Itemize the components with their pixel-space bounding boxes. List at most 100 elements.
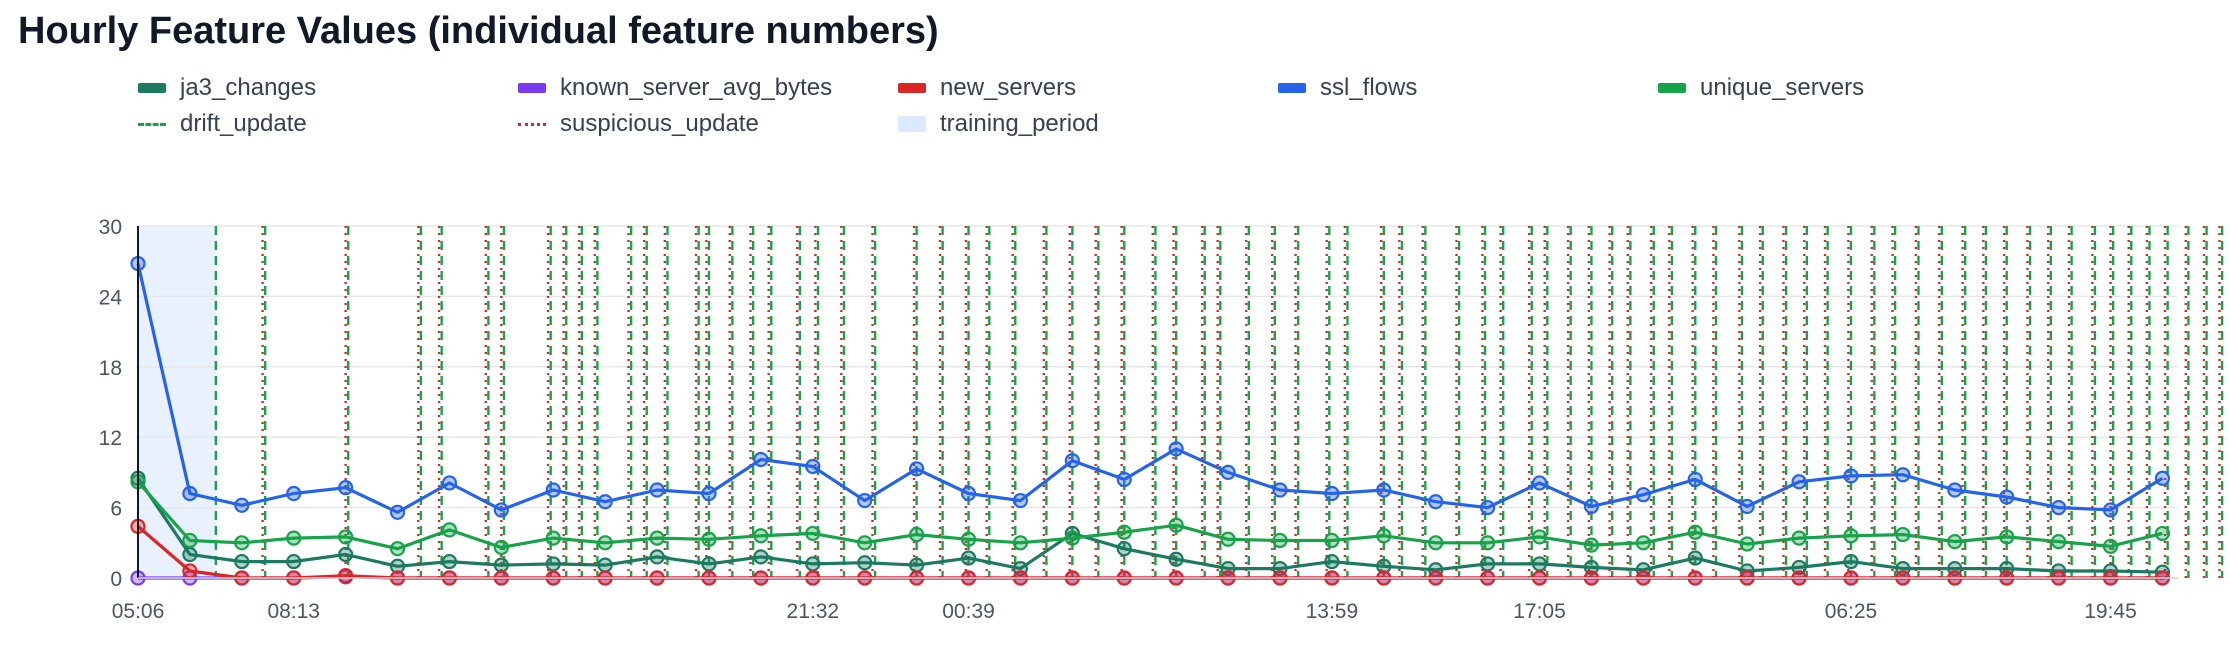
data-point-ssl_flows <box>1791 474 1807 490</box>
data-point-unique_servers <box>1168 517 1184 533</box>
data-point-ssl_flows <box>649 482 665 498</box>
legend-item-known-server-avg-bytes[interactable]: known_server_avg_bytes <box>518 74 832 102</box>
legend-item-ssl-flows[interactable]: ssl_flows <box>1278 74 1417 102</box>
x-tick-label: 19:45 <box>2084 600 2137 623</box>
x-tick-label: 13:59 <box>1306 600 1359 623</box>
data-point-ja3_changes <box>545 556 561 572</box>
series-line-unique_servers <box>136 480 2163 551</box>
data-point-unique_servers <box>1220 531 1236 547</box>
legend-label: drift_update <box>180 110 307 137</box>
y-tick-label: 6 <box>110 498 122 521</box>
data-point-unique_servers <box>338 529 354 545</box>
data-point-new_servers <box>338 568 354 584</box>
data-point-unique_servers <box>1739 536 1755 552</box>
data-point-ssl_flows <box>805 458 821 475</box>
data-point-ssl_flows <box>545 482 561 498</box>
data-point-ssl_flows <box>1272 482 1288 498</box>
data-point-unique_servers <box>597 535 613 551</box>
x-tick-label: 17:05 <box>1513 600 1566 623</box>
data-point-ja3_changes <box>805 556 821 572</box>
data-point-unique_servers <box>1012 535 1029 551</box>
data-point-unique_servers <box>234 535 250 551</box>
data-point-ssl_flows <box>1531 475 1548 491</box>
legend-label: training_period <box>940 110 1099 137</box>
data-point-ssl_flows <box>338 480 354 496</box>
x-tick-label: 21:32 <box>787 600 840 623</box>
legend-label: unique_servers <box>1700 74 1865 101</box>
data-point-unique_servers <box>1999 529 2015 545</box>
data-point-unique_servers <box>1428 535 1444 551</box>
data-point-ssl_flows <box>2154 470 2171 486</box>
data-point-ssl_flows <box>1999 489 2015 505</box>
data-point-ja3_changes <box>441 553 458 570</box>
x-tick-label: 05:06 <box>112 600 165 623</box>
data-point-ssl_flows <box>2051 500 2067 516</box>
data-point-ssl_flows <box>1324 485 1340 502</box>
data-point-ssl_flows <box>857 492 873 509</box>
data-point-unique_servers <box>1064 530 1080 546</box>
legend-item-new-servers[interactable]: new_servers <box>898 74 1076 102</box>
data-point-ssl_flows <box>1168 441 1184 457</box>
data-point-ja3_changes <box>182 546 198 563</box>
data-point-unique_servers <box>182 532 198 549</box>
y-tick-label: 12 <box>99 427 122 450</box>
data-point-ssl_flows <box>1116 471 1132 488</box>
data-point-ssl_flows <box>1635 487 1651 503</box>
data-point-unique_servers <box>1272 532 1288 549</box>
data-point-ja3_changes <box>389 558 406 574</box>
data-point-ja3_changes <box>1324 553 1340 570</box>
data-point-unique_servers <box>1324 532 1340 549</box>
x-tick-label: 08:13 <box>267 600 320 623</box>
legend-label: new_servers <box>940 74 1077 101</box>
data-point-ja3_changes <box>1791 559 1807 576</box>
legend-label: known_server_avg_bytes <box>560 74 833 101</box>
data-point-new_servers <box>182 563 198 579</box>
data-point-unique_servers <box>701 531 717 547</box>
chart-title: Hourly Feature Values (individual featur… <box>18 10 939 52</box>
data-point-ssl_flows <box>441 475 458 491</box>
data-point-unique_servers <box>1687 524 1703 540</box>
data-point-ssl_flows <box>1376 482 1392 498</box>
legend-swatch <box>1278 83 1306 93</box>
legend-label: suspicious_update <box>560 110 759 137</box>
data-point-ja3_changes <box>234 553 250 570</box>
data-point-unique_servers <box>1947 534 1963 550</box>
data-point-unique_servers <box>2051 534 2067 550</box>
data-point-ja3_changes <box>857 555 873 571</box>
legend-item-unique-servers[interactable]: unique_servers <box>1658 74 1864 102</box>
legend-item-suspicious-update[interactable]: suspicious_update <box>518 110 759 138</box>
data-point-unique_servers <box>1895 526 1911 543</box>
legend-swatch <box>518 83 546 93</box>
data-point-ssl_flows <box>1480 500 1496 516</box>
data-point-ja3_changes <box>1480 556 1496 572</box>
legend-swatch <box>898 83 926 93</box>
data-point-unique_servers <box>389 541 406 557</box>
data-point-ja3_changes <box>701 556 717 572</box>
series-line-ja3_changes <box>136 477 2163 574</box>
data-point-ssl_flows <box>182 485 198 502</box>
data-point-ja3_changes <box>753 549 769 565</box>
legend-swatch <box>138 83 166 93</box>
data-point-ssl_flows <box>960 485 977 502</box>
data-point-unique_servers <box>1583 537 1600 553</box>
data-point-unique_servers <box>2154 525 2171 542</box>
y-tick-label: 0 <box>110 568 122 591</box>
legend-swatch <box>138 122 166 126</box>
data-point-unique_servers <box>2102 538 2119 554</box>
data-point-ssl_flows <box>493 502 509 518</box>
data-point-ja3_changes <box>1687 550 1703 566</box>
data-point-ssl_flows <box>1843 468 1859 484</box>
data-point-unique_servers <box>753 528 769 544</box>
y-tick-label: 24 <box>99 286 123 309</box>
legend-item-ja3-changes[interactable]: ja3_changes <box>138 74 316 102</box>
data-point-ja3_changes <box>909 557 925 573</box>
legend-swatch <box>898 116 926 132</box>
data-point-ja3_changes <box>649 549 665 565</box>
data-point-ja3_changes <box>597 557 613 573</box>
legend-item-drift-update[interactable]: drift_update <box>138 110 307 138</box>
data-point-ssl_flows <box>286 485 302 502</box>
legend-item-training-period[interactable]: training_period <box>898 110 1099 138</box>
data-point-ja3_changes <box>1583 559 1600 576</box>
data-point-unique_servers <box>493 539 509 556</box>
